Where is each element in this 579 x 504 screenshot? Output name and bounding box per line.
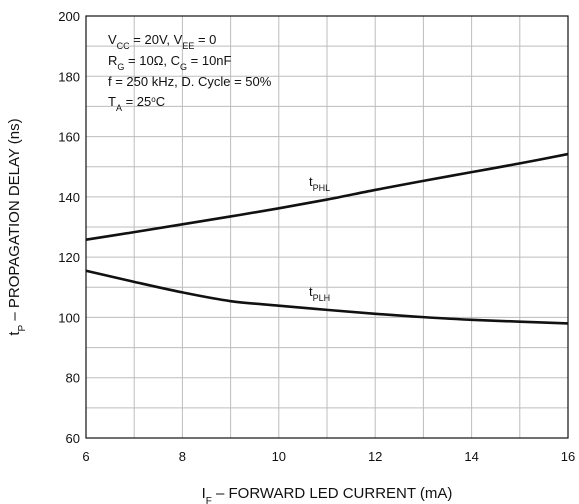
- x-tick-label: 14: [464, 449, 478, 464]
- x-tick-label: 10: [272, 449, 286, 464]
- y-tick-label: 180: [58, 69, 80, 84]
- condition-line-1: VCC = 20V, VEE = 0: [108, 32, 216, 51]
- series-label-tplh: tPLH: [309, 284, 330, 303]
- x-axis-title: IF – FORWARD LED CURRENT (mA): [202, 485, 453, 504]
- series-lines: [85, 152, 569, 325]
- y-tick-label: 200: [58, 9, 80, 24]
- conditions-block: VCC = 20V, VEE = 0 RG = 10Ω, CG = 10nF f…: [108, 32, 272, 113]
- x-tick-label: 8: [179, 449, 186, 464]
- x-tick-label: 12: [368, 449, 382, 464]
- y-axis-title: tP – PROPAGATION DELAY (ns): [6, 118, 28, 335]
- y-tick-label: 60: [66, 431, 80, 446]
- y-tick-label: 120: [58, 250, 80, 265]
- y-tick-label: 100: [58, 310, 80, 325]
- grid: [86, 16, 568, 438]
- series-line-tphl: [85, 152, 569, 241]
- y-tick-label: 160: [58, 130, 80, 145]
- series-line-tplh: [85, 269, 569, 325]
- y-tick-label: 80: [66, 371, 80, 386]
- condition-line-2: RG = 10Ω, CG = 10nF: [108, 53, 232, 72]
- tick-labels: 6 8 10 12 14 16 60 80 100 120 140 160 180 200: [58, 9, 575, 464]
- y-tick-label: 140: [58, 190, 80, 205]
- condition-line-4: TA = 25oC: [108, 94, 165, 113]
- x-tick-label: 16: [561, 449, 575, 464]
- series-label-tphl: tPHL: [309, 174, 330, 193]
- x-tick-label: 6: [82, 449, 89, 464]
- plot-frame: [85, 15, 569, 439]
- condition-line-3: f = 250 kHz, D. Cycle = 50%: [108, 74, 272, 89]
